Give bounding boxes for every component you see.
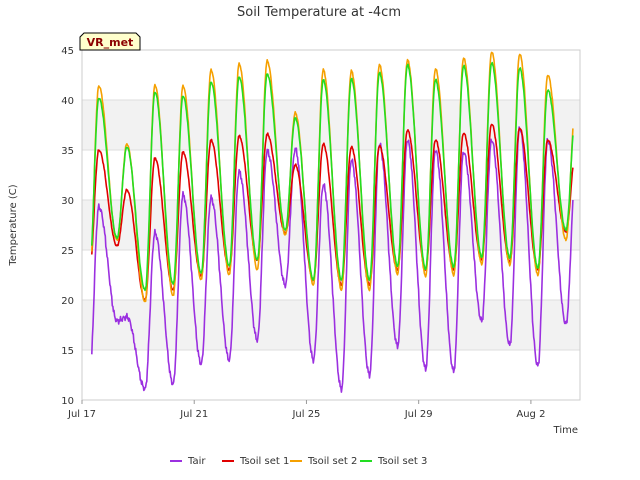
y-tick-label: 20 xyxy=(61,296,74,307)
x-axis: Jul 17 Jul 21 Jul 25 Jul 29 Aug 2 xyxy=(67,400,545,420)
chart-title: Soil Temperature at -4cm xyxy=(237,5,401,20)
legend-label: Tsoil set 2 xyxy=(307,456,357,467)
x-axis-label: Time xyxy=(553,425,578,436)
plot-band xyxy=(82,350,580,400)
series-line-tsoil-set-1 xyxy=(91,123,574,301)
series-line-tsoil-set-3 xyxy=(91,61,574,292)
y-tick-label: 10 xyxy=(61,396,74,407)
x-tick-label: Jul 17 xyxy=(67,409,96,420)
y-tick-label: 30 xyxy=(61,196,74,207)
x-tick-label: Aug 2 xyxy=(516,409,545,420)
y-tick-label: 25 xyxy=(61,246,74,257)
x-tick-label: Jul 29 xyxy=(404,409,433,420)
y-axis: 10 15 20 25 30 35 40 45 xyxy=(61,46,74,407)
legend: Tair Tsoil set 1 Tsoil set 2 Tsoil set 3 xyxy=(170,456,427,467)
y-axis-label: Temperature (C) xyxy=(8,184,19,266)
x-tick-label: Jul 21 xyxy=(179,409,208,420)
y-tick-label: 45 xyxy=(61,46,74,57)
y-tick-label: 40 xyxy=(61,96,74,107)
y-tick-label: 35 xyxy=(61,146,74,157)
y-tick-label: 15 xyxy=(61,346,74,357)
plot-frame xyxy=(81,49,581,401)
legend-label: Tsoil set 1 xyxy=(239,456,289,467)
series-lines xyxy=(91,51,574,393)
station-badge-label: VR_met xyxy=(87,36,134,49)
series-line-tair xyxy=(91,126,574,393)
legend-label: Tair xyxy=(187,456,206,467)
x-tick-label: Jul 25 xyxy=(291,409,320,420)
legend-label: Tsoil set 3 xyxy=(377,456,427,467)
station-badge: VR_met xyxy=(79,32,141,51)
